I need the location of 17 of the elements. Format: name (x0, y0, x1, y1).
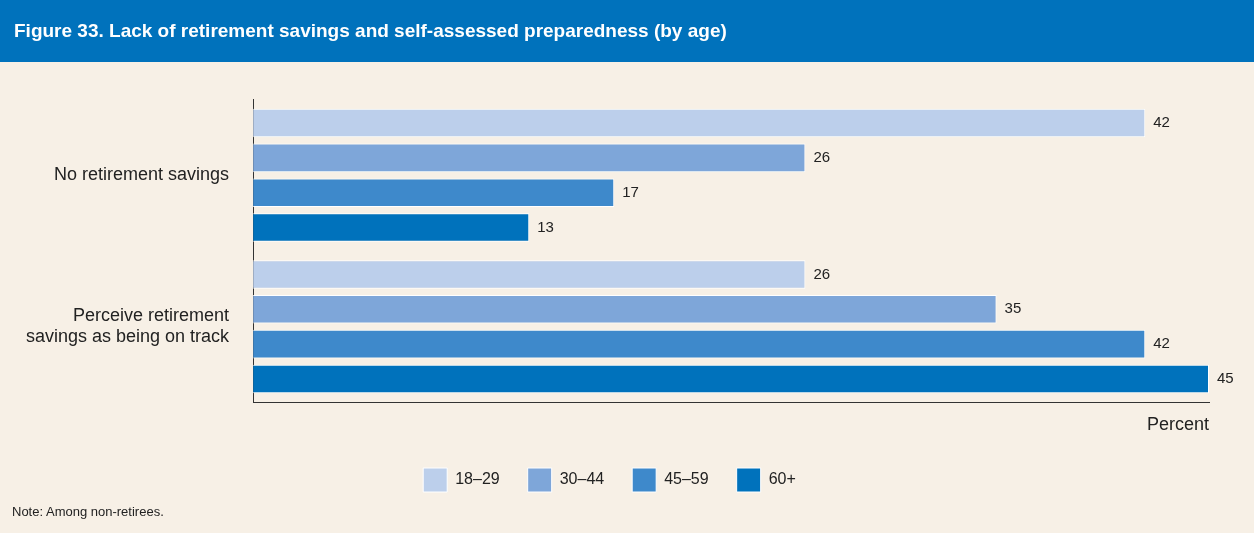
data-label: 35 (1004, 299, 1022, 317)
y-tick-label: Perceive retirement savings as being on track (25, 304, 231, 347)
data-label: 42 (1153, 113, 1170, 131)
x-axis-title: Percent (1146, 414, 1209, 435)
text: Note: Among non-retirees. (12, 504, 165, 519)
legend-label: 30–44 (559, 470, 605, 488)
legend-label: 18–29 (455, 470, 500, 488)
chart-title: Figure 33. Lack of retirement savings and self-assessed preparedness (by age) (0, 0, 1254, 62)
data-label: 17 (622, 182, 639, 200)
data-label: 13 (537, 217, 554, 235)
legend-label: 45–59 (664, 470, 709, 488)
data-label: 26 (813, 264, 831, 282)
y-tick-label: No retirement savings (54, 164, 230, 185)
data-label: 42 (1153, 334, 1170, 352)
legend-label: 60+ (768, 470, 796, 488)
data-label: 26 (813, 148, 831, 166)
data-label: 45 (1217, 369, 1234, 387)
